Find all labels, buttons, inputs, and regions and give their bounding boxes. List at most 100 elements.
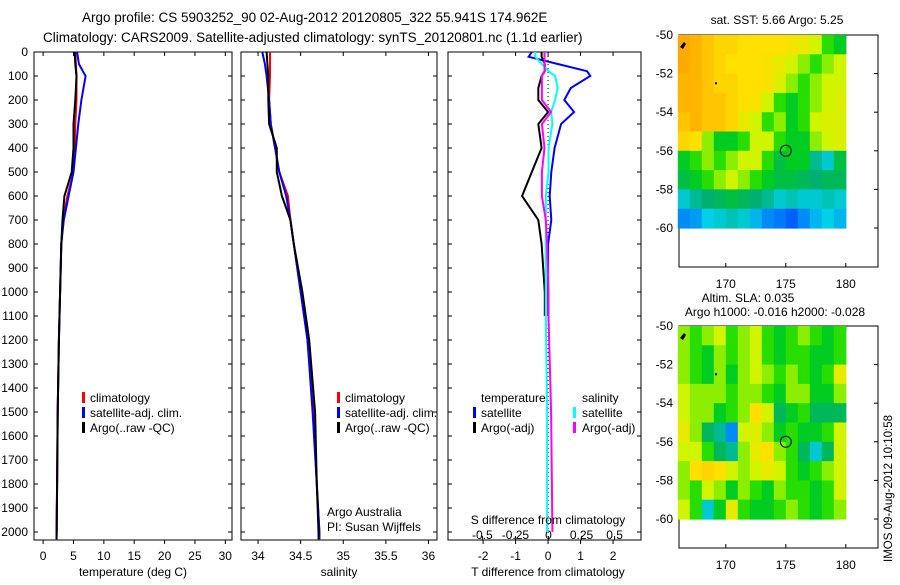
heatmap-cell xyxy=(833,499,847,520)
depth-tick-label: 1200 xyxy=(1,333,28,347)
heatmap-cell xyxy=(809,150,823,171)
legend-label: Argo(..raw -QC) xyxy=(345,421,430,435)
heatmap-cell xyxy=(749,73,763,94)
heatmap-cell xyxy=(821,112,835,133)
heatmap-cell xyxy=(713,150,727,171)
temperature-x-tick-label: 0 xyxy=(40,549,47,563)
heatmap-cell xyxy=(761,54,775,75)
temperature-x-tick-label: 20 xyxy=(158,549,172,563)
heatmap-cell xyxy=(689,112,703,133)
heatmap-cell xyxy=(725,403,739,424)
heatmap-cell xyxy=(773,208,787,229)
heatmap-cell xyxy=(713,499,727,520)
legend-label: climatology xyxy=(90,391,150,405)
heatmap-cell xyxy=(689,92,703,113)
heatmap-cell xyxy=(797,461,811,481)
s-diff-tick-label: 0 xyxy=(545,528,552,542)
heatmap-cell xyxy=(749,92,763,113)
heatmap-cell xyxy=(677,461,691,481)
heatmap-cell xyxy=(809,461,823,481)
s-diff-tick-label: -0.5 xyxy=(472,528,493,542)
heatmap-cell xyxy=(761,73,775,94)
heatmap-cell xyxy=(689,54,703,75)
heatmap-cell xyxy=(773,170,787,190)
heatmap-cell xyxy=(833,326,847,346)
heatmap-cell xyxy=(677,150,691,171)
heatmap-cell xyxy=(737,461,751,481)
heatmap-cell xyxy=(701,170,715,190)
depth-tick-label: 1600 xyxy=(1,429,28,443)
heatmap-cell xyxy=(761,480,775,501)
heatmap-cell xyxy=(689,73,703,94)
heatmap-cell xyxy=(689,326,703,346)
legend-label: satellite-adj. clim. xyxy=(90,406,182,420)
heatmap-cell xyxy=(785,54,799,75)
depth-tick-label: 600 xyxy=(8,189,28,203)
heatmap-cell xyxy=(677,422,691,443)
heatmap-cell xyxy=(725,92,739,113)
legend-swatch-climatology xyxy=(82,392,85,403)
heatmap-cell xyxy=(821,499,835,520)
heatmap-cell xyxy=(689,35,703,55)
difference-x-tick-label: 0 xyxy=(545,549,552,563)
heatmap-cell xyxy=(713,92,727,113)
heatmap-cell xyxy=(797,208,811,229)
heatmap-cell xyxy=(833,345,847,366)
heatmap-cell xyxy=(713,35,727,55)
heatmap-cell xyxy=(725,345,739,366)
heatmap-cell xyxy=(761,208,775,229)
heatmap-cell xyxy=(773,112,787,133)
salinity-axes-box xyxy=(240,51,438,541)
heatmap-cell xyxy=(737,189,751,210)
sla-map-lon-tick-label: 170 xyxy=(716,558,736,572)
heatmap-cell xyxy=(701,499,715,520)
imos-footer: IMOS 09-Aug-2012 10:10:58 xyxy=(883,415,895,562)
heatmap-cell xyxy=(725,208,739,229)
heatmap-cell xyxy=(689,499,703,520)
heatmap-cell xyxy=(737,383,751,404)
legend-swatch-argo xyxy=(337,422,340,433)
heatmap-cell xyxy=(821,208,835,229)
heatmap-cell xyxy=(785,364,799,385)
heatmap-cell xyxy=(677,208,691,229)
heatmap-cell xyxy=(677,345,691,366)
heatmap-cell xyxy=(701,35,715,55)
sst-map-lon-tick-label: 180 xyxy=(836,277,856,291)
heatmap-cell xyxy=(833,480,847,501)
temperature-x-tick-label: 25 xyxy=(188,549,202,563)
heatmap-cell xyxy=(737,326,751,346)
heatmap-cell xyxy=(797,131,811,152)
heatmap-cell xyxy=(785,441,799,462)
salinity-x-tick-label: 35.5 xyxy=(374,549,398,563)
heatmap-cell xyxy=(785,326,799,346)
heatmap-cell xyxy=(833,208,847,229)
heatmap-cell xyxy=(773,461,787,481)
heatmap-cell xyxy=(677,499,691,520)
heatmap-cell xyxy=(725,383,739,404)
heatmap-cell xyxy=(821,364,835,385)
heatmap-cell xyxy=(821,54,835,75)
heatmap-cell xyxy=(797,92,811,113)
depth-tick-label: 900 xyxy=(8,261,28,275)
legend-label: climatology xyxy=(345,391,405,405)
heatmap-cell xyxy=(833,189,847,210)
heatmap-cell xyxy=(749,326,763,346)
heatmap-cell xyxy=(797,364,811,385)
series-line-satellite-adj-clim- xyxy=(261,51,321,540)
heatmap-cell xyxy=(725,150,739,171)
sst-map-lat-tick-label: -60 xyxy=(656,221,674,235)
heatmap-cell xyxy=(725,364,739,385)
sla-map-lat-tick-label: -60 xyxy=(656,512,674,526)
heatmap-cell xyxy=(713,170,727,190)
heatmap-cell xyxy=(737,364,751,385)
difference-x-tick-label: -2 xyxy=(478,549,489,563)
heatmap-cell xyxy=(761,112,775,133)
temperature-x-tick-label: 15 xyxy=(128,549,142,563)
heatmap-cell xyxy=(761,150,775,171)
heatmap-cell xyxy=(833,403,847,424)
heatmap-cell xyxy=(809,441,823,462)
heatmap-cell xyxy=(725,461,739,481)
series-line-salinity-argo-adj- xyxy=(540,52,554,533)
sst-map-title: sat. SST: 5.66 Argo: 5.25 xyxy=(711,13,844,27)
